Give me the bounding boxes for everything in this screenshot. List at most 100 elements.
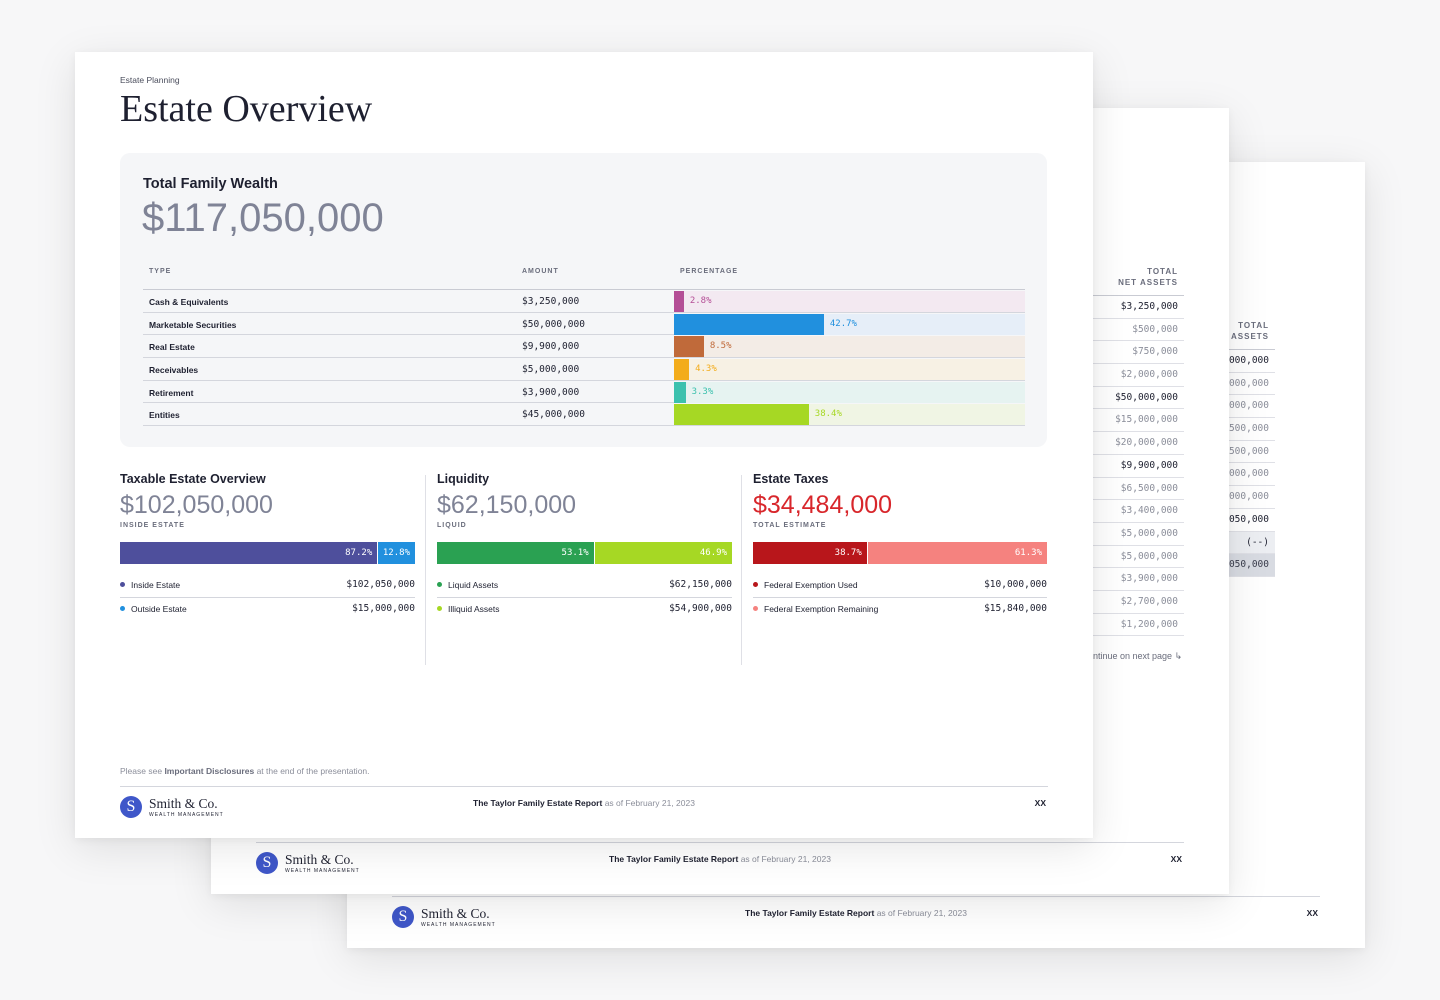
legend-item: Inside Estate $102,050,000 xyxy=(120,574,415,597)
percentage-track: 4.3% xyxy=(674,359,1025,381)
percentage-track: 2.8% xyxy=(674,291,1025,312)
asset-amount: $50,000,000 xyxy=(522,318,585,330)
total-wealth-label: Total Family Wealth xyxy=(143,176,278,192)
legend-dot-icon xyxy=(437,605,442,611)
page-footer: S Smith & Co. WEALTH MANAGEMENT The Tayl… xyxy=(120,786,1048,838)
total-wealth-value: $117,050,000 xyxy=(142,196,384,240)
percentage-bar xyxy=(674,381,686,403)
asset-type: Entities xyxy=(149,410,180,421)
total-wealth-card: Total Family Wealth $117,050,000 TYPE AM… xyxy=(120,153,1047,447)
percentage-label: 38.4% xyxy=(814,409,842,420)
taxable-estate-section: Taxable Estate Overview $102,050,000 INSID… xyxy=(120,472,415,619)
percentage-label: 42.7% xyxy=(829,318,857,329)
report-title: The Taylor Family Estate Report as of Fe… xyxy=(609,854,831,864)
wealth-table-row: Cash & Equivalents $3,250,000 2.8% xyxy=(143,290,1025,313)
company-logo: S Smith & Co. WEALTH MANAGEMENT xyxy=(392,906,496,928)
section-title: Estate Taxes xyxy=(753,472,829,486)
wealth-table-row: Marketable Securities $50,000,000 42.7% xyxy=(143,313,1025,336)
legend: Liquid Assets $62,150,000 Illiquid Assets $… xyxy=(437,574,732,619)
wealth-table-row: Receivables $5,000,000 4.3% xyxy=(143,358,1025,381)
percentage-track: 8.5% xyxy=(674,336,1025,358)
stacked-bar-segment: 12.8% xyxy=(377,542,415,564)
wealth-table-row: Retirement $3,900,000 3.3% xyxy=(143,381,1025,404)
estate-taxes-section: Estate Taxes $34,484,000 TOTAL ESTIMATE 38.… xyxy=(753,472,1047,619)
net-assets-header: TOTAL NET ASSETS xyxy=(1084,266,1184,296)
col-percentage: PERCENTAGE xyxy=(680,268,739,275)
stacked-bar-segment: 38.7% xyxy=(753,542,867,564)
percentage-track: 38.4% xyxy=(674,404,1025,426)
percentage-bar xyxy=(674,313,824,335)
percentage-label: 2.8% xyxy=(689,296,712,306)
legend-dot-icon xyxy=(437,582,442,587)
percentage-track: 3.3% xyxy=(674,381,1025,403)
legend-dot-icon xyxy=(753,605,758,611)
disclosures-link[interactable]: Important Disclosures xyxy=(164,766,255,776)
net-assets-cell: $20,000,000 xyxy=(1084,432,1184,455)
asset-amount: $3,900,000 xyxy=(522,386,580,398)
net-assets-cell: $2,000,000 xyxy=(1084,364,1184,387)
page-title: Estate Overview xyxy=(120,88,373,130)
section-title: Liquidity xyxy=(437,472,490,486)
net-assets-cell: $5,000,000 xyxy=(1084,546,1184,569)
percentage-label: 8.5% xyxy=(709,341,732,352)
legend-label: Liquid Assets xyxy=(448,580,499,590)
page-footer: S Smith & Co. WEALTH MANAGEMENT The Tayl… xyxy=(256,842,1184,894)
section-eyebrow: Estate Planning xyxy=(120,75,180,85)
asset-type: Receivables xyxy=(149,365,199,376)
col-type: TYPE xyxy=(149,268,172,275)
net-assets-cell: $50,000,000 xyxy=(1084,387,1184,410)
logo-mark: S xyxy=(392,906,414,928)
asset-type: Marketable Securities xyxy=(149,319,237,330)
section-sublabel: INSIDE ESTATE xyxy=(120,522,185,529)
legend-value: $15,840,000 xyxy=(984,602,1047,614)
stacked-bar: 38.7% 61.3% xyxy=(753,542,1047,564)
percentage-track: 42.7% xyxy=(674,313,1025,335)
stacked-bar-segment: 53.1% xyxy=(437,542,594,564)
legend-item: Liquid Assets $62,150,000 xyxy=(437,574,732,597)
stacked-bar-segment: 87.2% xyxy=(120,542,378,564)
percentage-label: 3.3% xyxy=(691,386,714,397)
asset-amount: $5,000,000 xyxy=(522,364,580,376)
legend-label: Federal Exemption Used xyxy=(764,580,858,590)
logo-mark: S xyxy=(256,852,278,874)
wealth-table-row: Real Estate $9,900,000 8.5% xyxy=(143,335,1025,359)
net-assets-cell: $3,400,000 xyxy=(1084,500,1184,523)
company-logo: S Smith & Co. WEALTH MANAGEMENT xyxy=(120,796,224,818)
section-sublabel: TOTAL ESTIMATE xyxy=(753,522,827,529)
stacked-bar: 53.1% 46.9% xyxy=(437,542,732,564)
percentage-bar xyxy=(674,404,809,426)
continue-arrow-icon: ↳ xyxy=(1174,651,1183,661)
report-title: The Taylor Family Estate Report as of Fe… xyxy=(473,798,695,808)
legend-dot-icon xyxy=(753,582,758,587)
estate-overview-page: Estate Planning Estate Overview Total Fa… xyxy=(75,52,1093,838)
section-value: $102,050,000 xyxy=(120,491,273,519)
section-divider xyxy=(425,475,426,665)
net-assets-cell: $1,200,000 xyxy=(1084,614,1184,637)
stacked-bar-segment: 61.3% xyxy=(866,542,1047,564)
page-number: XX xyxy=(1034,798,1046,808)
legend-value: $54,900,000 xyxy=(669,602,732,614)
wealth-table: TYPE AMOUNT PERCENTAGE Cash & Equivalent… xyxy=(143,268,1025,427)
legend-value: $15,000,000 xyxy=(352,602,415,614)
asset-amount: $3,250,000 xyxy=(522,296,580,307)
disclaimer: Please see Important Disclosures at the … xyxy=(120,766,370,776)
legend-dot-icon xyxy=(120,605,125,611)
percentage-bar xyxy=(674,336,704,358)
section-value: $62,150,000 xyxy=(437,491,577,519)
company-logo: S Smith & Co. WEALTH MANAGEMENT xyxy=(256,852,360,874)
asset-amount: $45,000,000 xyxy=(522,409,585,421)
asset-type: Retirement xyxy=(149,387,194,398)
asset-amount: $9,900,000 xyxy=(522,341,580,353)
net-assets-cell: $500,000 xyxy=(1084,319,1184,342)
percentage-bar xyxy=(674,291,684,312)
stacked-bar: 87.2% 12.8% xyxy=(120,542,415,564)
percentage-bar xyxy=(674,359,690,381)
net-assets-cell: $9,900,000 xyxy=(1084,455,1184,478)
net-assets-cell: $3,250,000 xyxy=(1084,296,1184,319)
legend-value: $102,050,000 xyxy=(346,579,415,590)
asset-type: Cash & Equivalents xyxy=(149,297,229,307)
net-assets-cell: $2,700,000 xyxy=(1084,591,1184,614)
legend-label: Outside Estate xyxy=(131,603,187,614)
section-title: Taxable Estate Overview xyxy=(120,472,266,486)
net-assets-cell: $3,900,000 xyxy=(1084,568,1184,591)
